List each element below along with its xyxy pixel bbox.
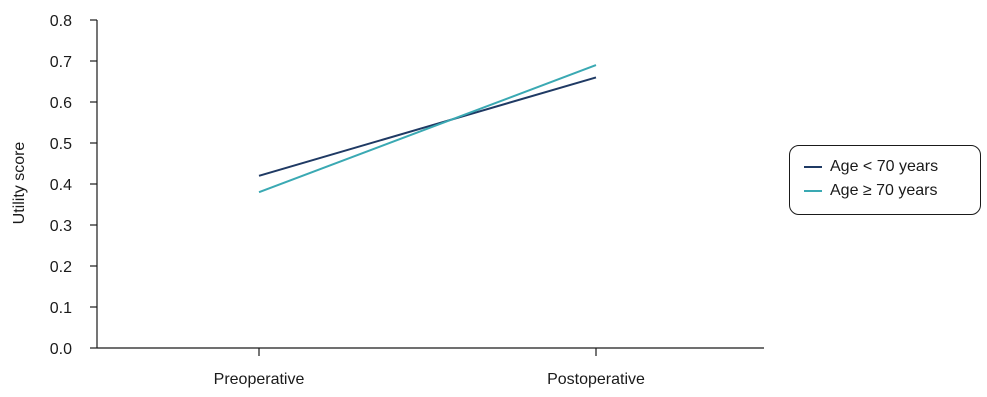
y-axis: 0.0 0.1 0.2 0.3 0.4 0.5 0.6 0.7 0.8 [50,13,98,358]
y-tick-label: 0.4 [50,177,72,194]
y-tick-label: 0.0 [50,341,72,358]
y-tick-label: 0.1 [50,300,72,317]
series-lines [258,64,597,194]
legend-swatch-under-70 [804,166,822,168]
y-tick-label: 0.2 [50,259,72,276]
legend: Age < 70 years Age ≥ 70 years [789,145,981,215]
y-tick-label: 0.3 [50,218,72,235]
y-tick-label: 0.5 [50,136,72,153]
legend-label: Age < 70 years [830,158,939,175]
series-line-0 [258,76,597,177]
y-tick-label: 0.8 [50,13,72,30]
y-tick-label: 0.6 [50,95,72,112]
legend-label: Age ≥ 70 years [830,182,938,199]
legend-item-70-plus: Age ≥ 70 years [804,179,980,203]
x-tick-label: Postoperative [547,371,645,388]
y-tick-label: 0.7 [50,54,72,71]
legend-swatch-70-plus [804,190,822,192]
y-axis-title: Utility score [11,142,28,225]
x-tick-label: Preoperative [214,371,305,388]
legend-item-under-70: Age < 70 years [804,155,980,179]
series-line-1 [258,64,597,194]
x-axis: Preoperative Postoperative [97,347,764,388]
